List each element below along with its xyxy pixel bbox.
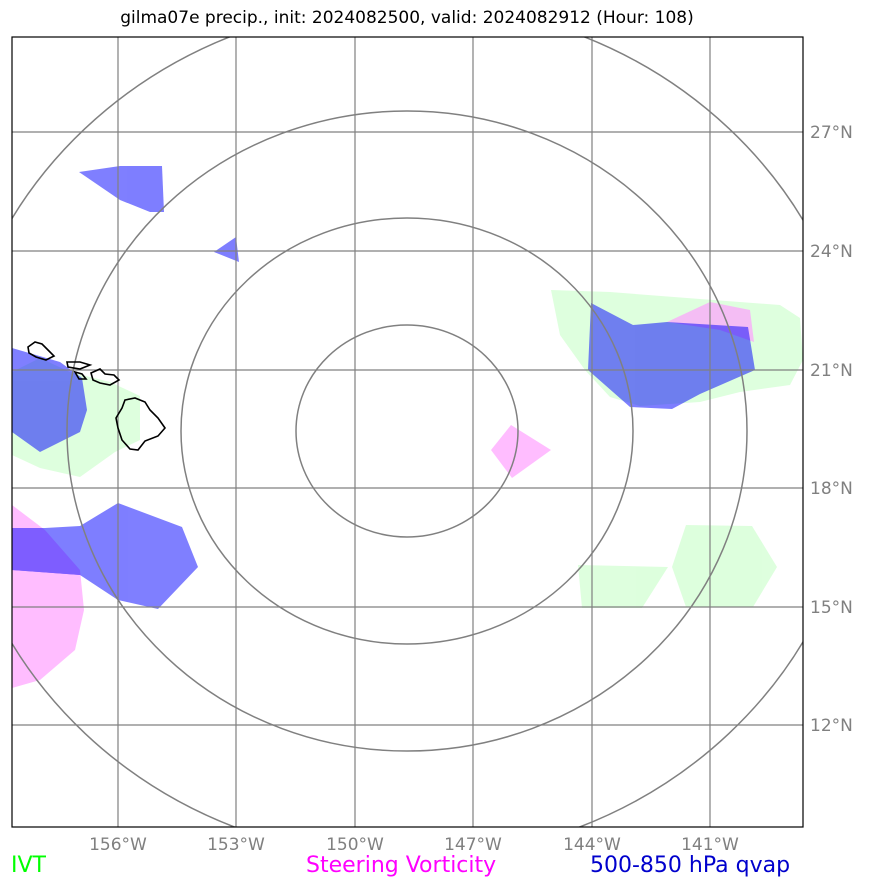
lat-label: 18°N xyxy=(810,479,853,499)
graticule xyxy=(12,37,803,827)
island-kauai xyxy=(27,341,56,361)
qvap-region-southwest-core xyxy=(12,528,81,575)
lat-label: 12°N xyxy=(810,716,853,736)
lon-label: 156°W xyxy=(89,835,147,855)
lon-label: 147°W xyxy=(444,835,502,855)
ivt-region-southeast-left xyxy=(578,565,668,608)
lat-labels: 27°N 24°N 21°N 18°N 15°N 12°N xyxy=(810,123,853,736)
lat-label: 21°N xyxy=(810,361,853,381)
qvap-region-southwest xyxy=(12,503,198,609)
lat-label: 24°N xyxy=(810,242,853,262)
lon-label: 144°W xyxy=(563,835,621,855)
lat-label: 27°N xyxy=(810,123,853,143)
island-big-island xyxy=(115,397,167,451)
legend-qvap: 500-850 hPa qvap xyxy=(590,853,791,878)
map-frame xyxy=(11,36,804,828)
island-oahu xyxy=(66,361,93,380)
qvap-region-hawaii xyxy=(12,348,87,452)
qvap-region-north xyxy=(79,166,164,212)
lon-label: 153°W xyxy=(207,835,265,855)
qvap-layer xyxy=(12,166,755,609)
lon-labels: 156°W 153°W 150°W 147°W 144°W 141°W xyxy=(89,835,739,855)
map-title: gilma07e precip., init: 2024082500, vali… xyxy=(120,8,694,28)
qvap-region-east-core xyxy=(637,325,748,398)
island-maui xyxy=(90,368,121,386)
legend-steering-vorticity: Steering Vorticity xyxy=(306,853,497,878)
qvap-region-north-small xyxy=(214,237,239,262)
map-plot-area xyxy=(12,37,803,827)
legend-ivt: IVT xyxy=(11,853,46,878)
lon-label: 150°W xyxy=(326,835,384,855)
ivt-region-southeast-right xyxy=(672,525,777,607)
range-rings xyxy=(12,37,803,827)
vorticity-region-center xyxy=(491,425,551,478)
coastlines xyxy=(27,341,167,451)
lon-label: 141°W xyxy=(681,835,739,855)
lat-label: 15°N xyxy=(810,598,853,618)
